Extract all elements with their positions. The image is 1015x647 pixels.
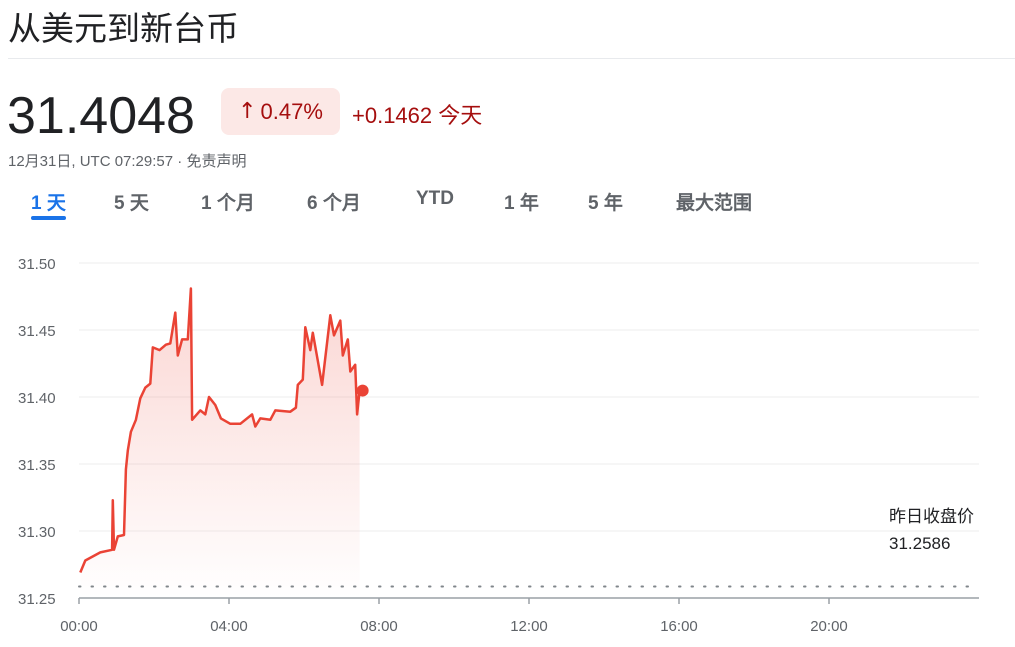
x-tick-label: 20:00 (810, 618, 848, 635)
page-title: 从美元到新台币 (8, 9, 239, 48)
y-tick-label: 31.40 (18, 390, 56, 407)
tab-range-6[interactable]: 5 年 (588, 193, 623, 214)
tab-range-2[interactable]: 1 个月 (201, 193, 255, 214)
tab-range-7[interactable]: 最大范围 (676, 193, 753, 214)
x-tick-label: 12:00 (510, 618, 548, 635)
y-tick-label: 31.30 (18, 524, 56, 541)
change-percent-badge: ↑ 0.47% (221, 88, 340, 135)
y-tick-label: 31.25 (18, 591, 56, 608)
previous-close-value: 31.2586 (889, 534, 951, 553)
tab-range-4[interactable]: YTD (416, 188, 454, 209)
x-tick-label: 08:00 (360, 618, 398, 635)
tab-range-5[interactable]: 1 年 (504, 193, 539, 214)
x-tick-label: 16:00 (660, 618, 698, 635)
tab-range-0[interactable]: 1 天 (31, 188, 66, 220)
arrow-up-icon: ↑ (238, 99, 257, 124)
y-tick-label: 31.45 (18, 323, 56, 340)
y-tick-label: 31.35 (18, 457, 56, 474)
price-line (79, 287, 361, 573)
y-tick-label: 31.50 (18, 256, 56, 273)
change-absolute: +0.1462 今天 (352, 98, 482, 130)
current-point-marker (356, 384, 369, 397)
timestamp: 12月31日, UTC 07:29:57 (8, 153, 174, 170)
divider (8, 58, 1015, 59)
disclaimer-link[interactable]: 免责声明 (186, 153, 247, 170)
timestamp-line: 12月31日, UTC 07:29:57 · 免责声明 (8, 153, 247, 170)
previous-close-annotation: 昨日收盘价 31.2586 (889, 503, 979, 557)
tab-range-1[interactable]: 5 天 (114, 193, 149, 214)
tab-range-3[interactable]: 6 个月 (307, 193, 361, 214)
change-value: +0.1462 (352, 103, 433, 128)
x-tick-label: 00:00 (60, 618, 98, 635)
previous-close-label: 昨日收盘价 (889, 507, 974, 526)
x-tick-label: 04:00 (210, 618, 248, 635)
change-percent: 0.47% (260, 98, 323, 124)
price-area (80, 288, 360, 598)
current-price: 31.4048 (7, 87, 195, 145)
change-period: 今天 (438, 104, 483, 129)
